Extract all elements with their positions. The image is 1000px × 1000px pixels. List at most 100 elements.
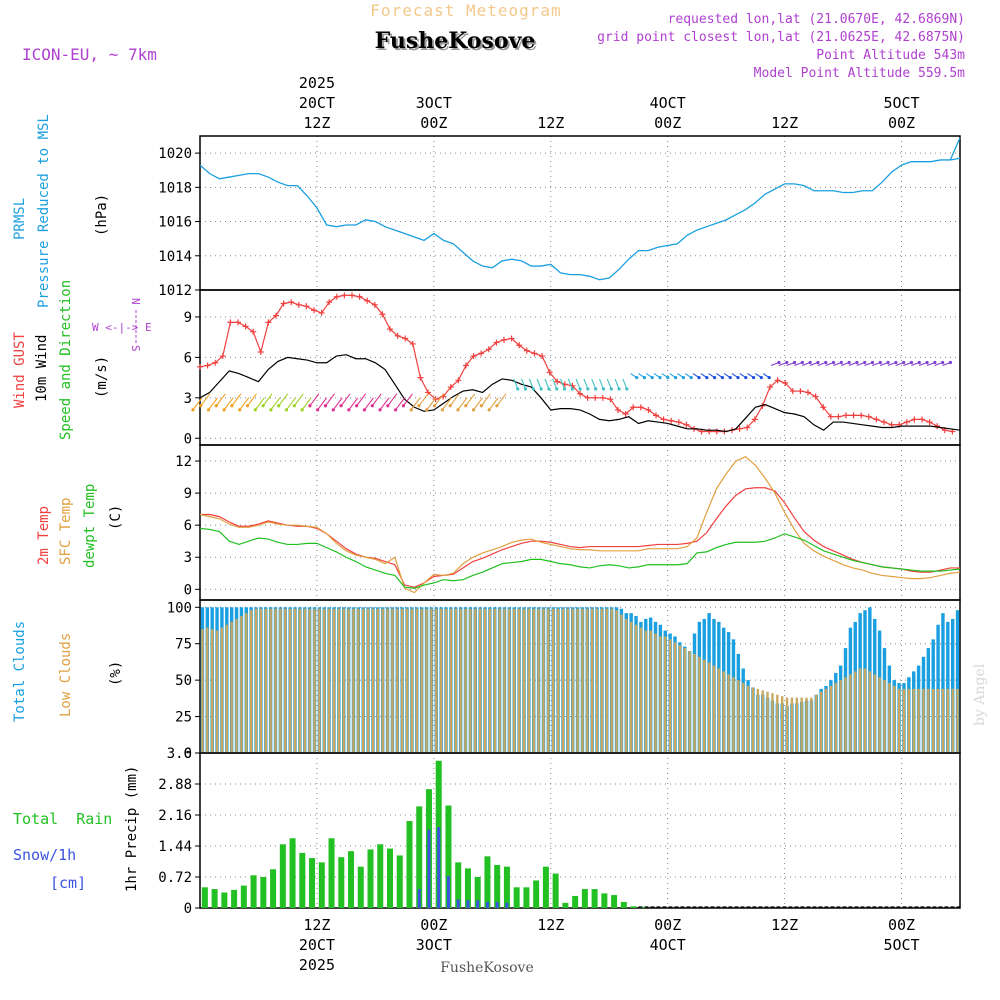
gust-marker <box>554 378 561 385</box>
panel2-labels: Wind GUST 10m Wind Speed and Direction (… <box>12 280 152 440</box>
gust-marker <box>235 319 241 326</box>
wind-arrow-head <box>479 404 483 408</box>
low-cloud-bar <box>206 627 209 753</box>
gust-marker <box>508 335 515 342</box>
low-cloud-bar <box>766 691 769 753</box>
gust-marker <box>736 425 743 432</box>
ytick-label: 1016 <box>158 215 192 231</box>
ytick-label: 3 <box>184 550 192 566</box>
gust-marker <box>820 404 827 411</box>
low-cloud-bar <box>498 608 501 753</box>
gust-marker <box>432 396 439 403</box>
wind-arrow-head <box>855 360 859 365</box>
low-cloud-bar <box>834 683 837 753</box>
panel3-labels: 2m Temp SFC Temp dewpt Temp (C) <box>36 484 124 568</box>
rain-bar <box>231 889 238 908</box>
wind-arrow-head <box>331 408 335 412</box>
low-cloud-bar <box>654 633 657 753</box>
gust-marker <box>903 419 910 426</box>
low-cloud-bar <box>815 694 818 753</box>
wind-arrow <box>239 397 250 411</box>
wind-arrow-head <box>277 404 281 408</box>
gridpoint-coords: grid point closest lon,lat (21.0625E, 42… <box>597 30 965 45</box>
gust-marker <box>653 412 659 419</box>
ytick-label: 3.6 <box>167 746 192 762</box>
time-label: 5OCT <box>883 94 919 112</box>
ytick-label: 50 <box>175 673 192 689</box>
wind-arrow-head <box>487 408 491 412</box>
p5-label-b: Snow/1h <box>13 846 76 864</box>
snow-bar <box>495 901 499 908</box>
rain-bar <box>270 869 277 908</box>
gust-marker <box>387 326 393 333</box>
gust-marker <box>774 377 781 384</box>
panel-frame <box>199 752 961 909</box>
gust-marker <box>417 374 424 381</box>
wind-arrow-head <box>547 387 551 391</box>
total-cloud-bar <box>946 621 950 753</box>
low-cloud-bar <box>405 608 409 753</box>
wind-arrow <box>544 378 550 390</box>
wind-arrow-head <box>759 375 763 380</box>
ytick-label: 100 <box>167 600 192 616</box>
gust-marker <box>311 307 317 314</box>
gust-marker <box>227 319 234 326</box>
wind-arrow-head <box>925 360 929 365</box>
low-cloud-bar <box>907 688 911 753</box>
low-cloud-bar <box>313 608 316 753</box>
panel-temperature: 0 3 6 9 12 <box>175 444 961 601</box>
snow-bar <box>485 901 489 908</box>
compass-horizontal: W <-|-> E <box>92 321 152 334</box>
time-label: 3OCT <box>416 936 452 954</box>
wind-arrow <box>496 393 507 407</box>
gust-marker <box>584 394 591 401</box>
header-title-shadow: FusheKosove <box>377 30 538 56</box>
wind-arrow <box>521 378 527 390</box>
low-cloud-bar <box>829 685 833 753</box>
low-cloud-bar <box>337 608 341 753</box>
wind-arrow <box>418 393 429 407</box>
wind-arrow-head <box>586 387 590 391</box>
wind-arrow <box>215 393 226 407</box>
low-cloud-bar <box>649 630 652 753</box>
wind-arrow <box>270 397 281 411</box>
p2-label-b: 10m Wind <box>34 335 50 402</box>
low-cloud-bar <box>454 608 457 753</box>
wind-arrow-head <box>681 375 686 380</box>
wind-arrow-head <box>261 404 265 408</box>
wind-arrow-head <box>562 387 567 391</box>
wind-arrow-head <box>253 408 257 412</box>
low-cloud-bar <box>688 651 691 753</box>
wind-arrow-head <box>495 404 499 408</box>
wind-arrow-head <box>736 375 740 380</box>
time-label: 12Z <box>537 916 564 934</box>
low-cloud-bar <box>249 610 253 753</box>
ytick-label: 1012 <box>158 283 192 299</box>
panel-frame <box>199 135 961 291</box>
wind-arrow-head <box>409 408 413 412</box>
low-cloud-bar <box>854 671 857 753</box>
gust-marker <box>257 349 264 355</box>
low-cloud-bar <box>400 608 404 753</box>
p4-unit: (%) <box>108 661 124 686</box>
wind-arrow <box>387 393 398 407</box>
p4-label-a: Total Clouds <box>12 621 28 722</box>
wind-arrow-head <box>751 375 756 380</box>
wind-arrow-head <box>941 360 945 365</box>
ytick-label: 6 <box>184 350 192 366</box>
low-cloud-bar <box>678 645 682 753</box>
time-label: 12Z <box>303 916 330 934</box>
gust-marker <box>767 384 773 391</box>
wind-arrow-head <box>394 408 398 412</box>
low-cloud-bar <box>858 668 862 753</box>
wind-arrow <box>395 397 406 411</box>
wind-arrow <box>434 393 445 407</box>
time-label: 00Z <box>888 916 915 934</box>
ytick-label: 12 <box>175 454 192 470</box>
gust-marker <box>637 404 644 411</box>
low-cloud-bar <box>883 680 886 753</box>
p1-unit: (hPa) <box>94 194 110 236</box>
wind-arrow <box>575 378 581 390</box>
wind-arrow-head <box>917 360 921 365</box>
gust-marker <box>577 390 583 397</box>
